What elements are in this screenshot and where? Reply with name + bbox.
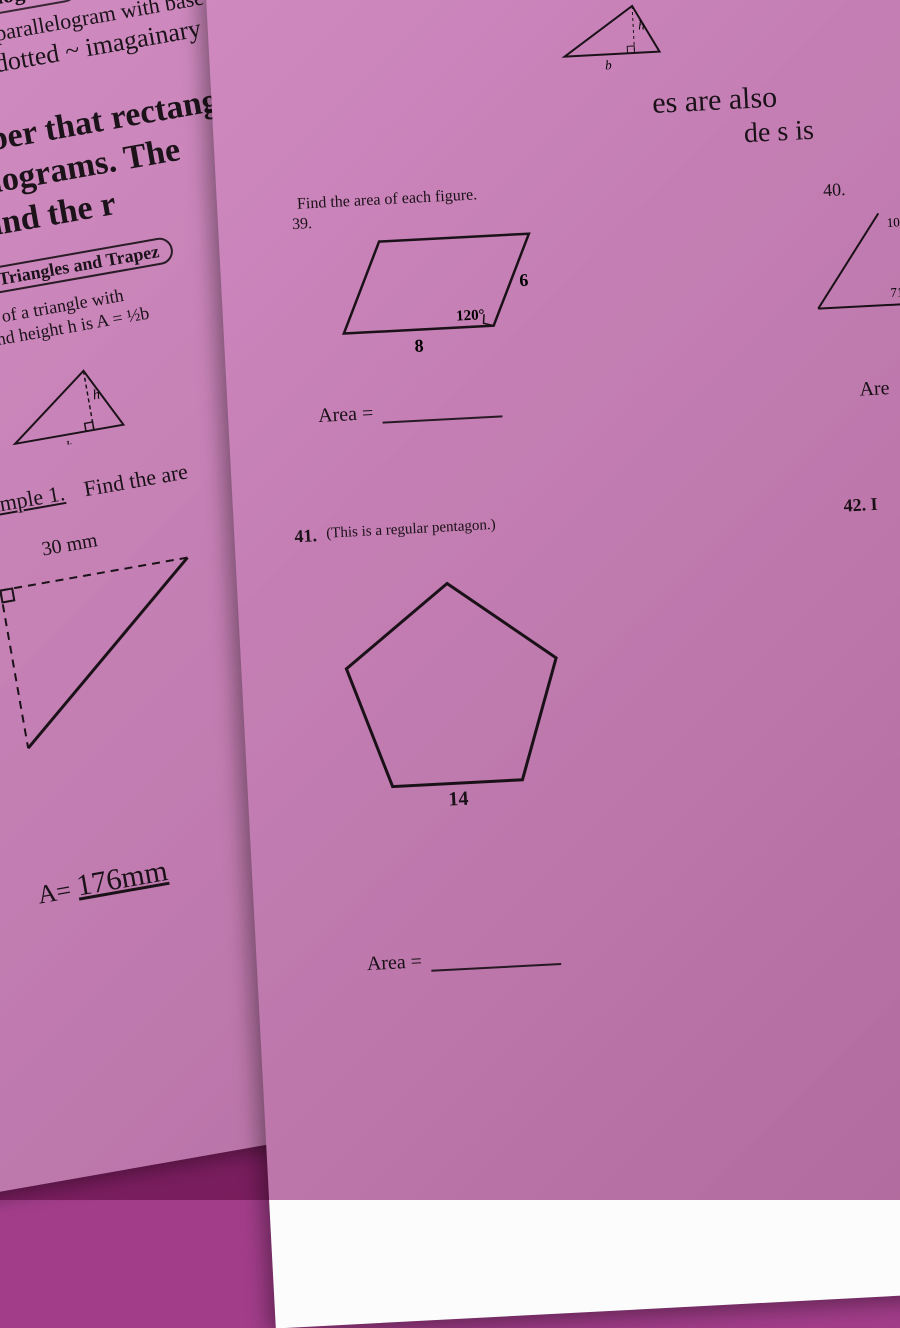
- problem-40-number: 40.: [822, 179, 846, 201]
- answer-blank-41: [431, 963, 561, 972]
- label-6: 6: [519, 270, 529, 290]
- front-worksheet-page: Find the area of each figure. 39. 8 6 12…: [205, 0, 900, 1328]
- label-120: 120°: [456, 307, 485, 324]
- label-71: 71°: [890, 284, 900, 300]
- problem-42-number: 42. I: [843, 494, 878, 517]
- label-b: b: [65, 439, 74, 455]
- problem-41-note: (This is a regular pentagon.): [326, 517, 496, 543]
- problem-41-number: 41.: [294, 525, 318, 547]
- triangle-diagram-1: h b: [0, 354, 136, 460]
- answer-label-a: A=: [35, 875, 73, 910]
- problem-39-number: 39.: [292, 215, 313, 234]
- label-h-small: h: [638, 17, 645, 32]
- hand-are-also: es are also: [651, 81, 778, 121]
- label-8: 8: [414, 335, 424, 355]
- label-b-small: b: [605, 57, 613, 72]
- area-label-39: Area =: [318, 402, 374, 428]
- answer-blank-39: [383, 415, 503, 423]
- label-h: h: [92, 387, 101, 403]
- parallelogram-figure-39: 8 6 120°: [328, 213, 555, 369]
- instruction-find-area: Find the area of each figure.: [297, 186, 478, 213]
- pill-triangles-trapez: Triangles and Trapez: [0, 236, 175, 296]
- are-fragment: Are: [859, 377, 890, 402]
- triangle-figure-40: 100 71°: [808, 203, 900, 324]
- label-100: 100: [886, 214, 900, 230]
- handwriting-answer: 176mm: [74, 854, 170, 903]
- label-14: 14: [448, 788, 469, 812]
- example-1-tail: Find the are: [82, 458, 190, 502]
- hand-s-is: de s is: [743, 115, 815, 151]
- area-label-41: Area =: [366, 950, 422, 976]
- pentagon-figure-41: [316, 562, 588, 820]
- small-triangle-bh: h b: [557, 0, 671, 77]
- example-1-label: Example 1.: [0, 480, 67, 523]
- triangle-diagram-2: [0, 515, 239, 775]
